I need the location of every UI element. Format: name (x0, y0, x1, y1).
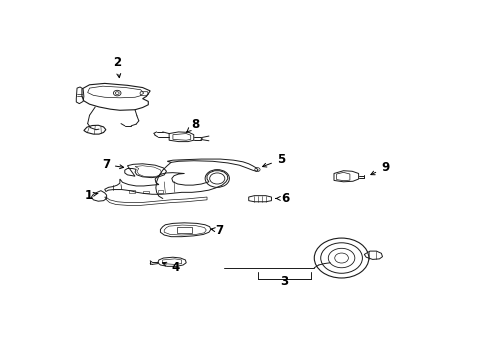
Bar (158, 190, 163, 193)
Text: 6: 6 (275, 192, 289, 205)
Text: 7: 7 (102, 158, 123, 171)
Text: 4: 4 (162, 261, 179, 274)
Text: 7: 7 (211, 224, 223, 237)
Bar (128, 190, 135, 193)
Text: 8: 8 (186, 118, 200, 132)
Text: 3: 3 (280, 275, 288, 288)
Text: 9: 9 (370, 161, 388, 175)
Text: 1: 1 (84, 189, 98, 202)
Bar (142, 191, 149, 193)
Text: 5: 5 (262, 153, 285, 167)
Text: 2: 2 (113, 56, 121, 78)
